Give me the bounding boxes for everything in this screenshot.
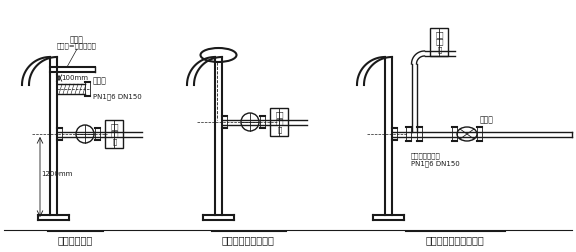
- Bar: [105, 120, 123, 148]
- Circle shape: [241, 113, 259, 131]
- Text: 补强圈: 补强圈: [70, 35, 84, 44]
- Text: 管法兰: 管法兰: [93, 76, 107, 85]
- Text: 人孔盖上的安装方式: 人孔盖上的安装方式: [222, 235, 274, 245]
- Bar: [430, 28, 448, 56]
- Text: 采样
控制
柜: 采样 控制 柜: [111, 123, 119, 145]
- Ellipse shape: [457, 127, 477, 141]
- Text: 调节阀: 调节阀: [480, 115, 494, 124]
- Text: PN1．6 DN150: PN1．6 DN150: [93, 93, 142, 100]
- Bar: [270, 108, 288, 136]
- Text: 采样
控制
柜: 采样 控制 柜: [435, 31, 444, 53]
- Ellipse shape: [200, 48, 237, 62]
- Circle shape: [76, 125, 94, 143]
- Text: 100mm: 100mm: [61, 75, 88, 81]
- Text: （厚度=筒体壁厚）: （厚度=筒体壁厚）: [57, 42, 97, 49]
- Text: 回油管线上的安装方式: 回油管线上的安装方式: [426, 235, 484, 245]
- Text: 1200mm: 1200mm: [41, 172, 73, 177]
- Text: 常用安装方式: 常用安装方式: [58, 235, 93, 245]
- Text: PN1．6 DN150: PN1．6 DN150: [411, 160, 460, 167]
- Text: 采样
控制
柜: 采样 控制 柜: [276, 111, 284, 133]
- Text: 三通（管法兰）: 三通（管法兰）: [411, 152, 441, 159]
